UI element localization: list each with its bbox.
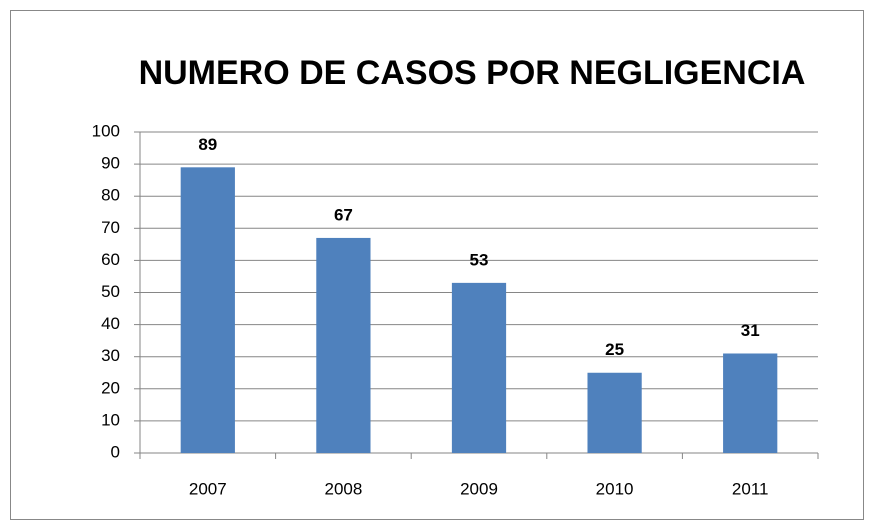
y-tick-label: 100 [92,121,120,140]
data-label: 67 [334,205,353,224]
y-tick-label: 20 [101,378,120,397]
data-label: 25 [605,340,624,359]
chart-border [10,10,864,520]
x-tick-label: 2007 [189,479,227,498]
x-tick-label: 2008 [324,479,362,498]
x-tick-label: 2010 [596,479,634,498]
bar [451,282,507,453]
y-tick-label: 0 [111,442,120,461]
data-label: 53 [470,250,489,269]
bar [180,167,235,453]
y-tick-label: 60 [101,250,120,269]
data-label: 31 [741,321,760,340]
y-tick-label: 40 [101,314,120,333]
bar [316,237,371,453]
y-tick-label: 10 [101,410,120,429]
bar [587,372,642,453]
data-label: 89 [198,135,217,154]
bar [723,353,778,453]
y-tick-label: 70 [101,218,120,237]
y-tick-label: 50 [101,282,120,301]
x-tick-label: 2009 [460,479,498,498]
chart-title: NUMERO DE CASOS POR NEGLIGENCIA [139,54,806,92]
x-tick-label: 2011 [732,479,769,498]
y-tick-label: 30 [101,346,120,365]
y-tick-label: 90 [101,154,120,173]
y-tick-label: 80 [101,186,120,205]
